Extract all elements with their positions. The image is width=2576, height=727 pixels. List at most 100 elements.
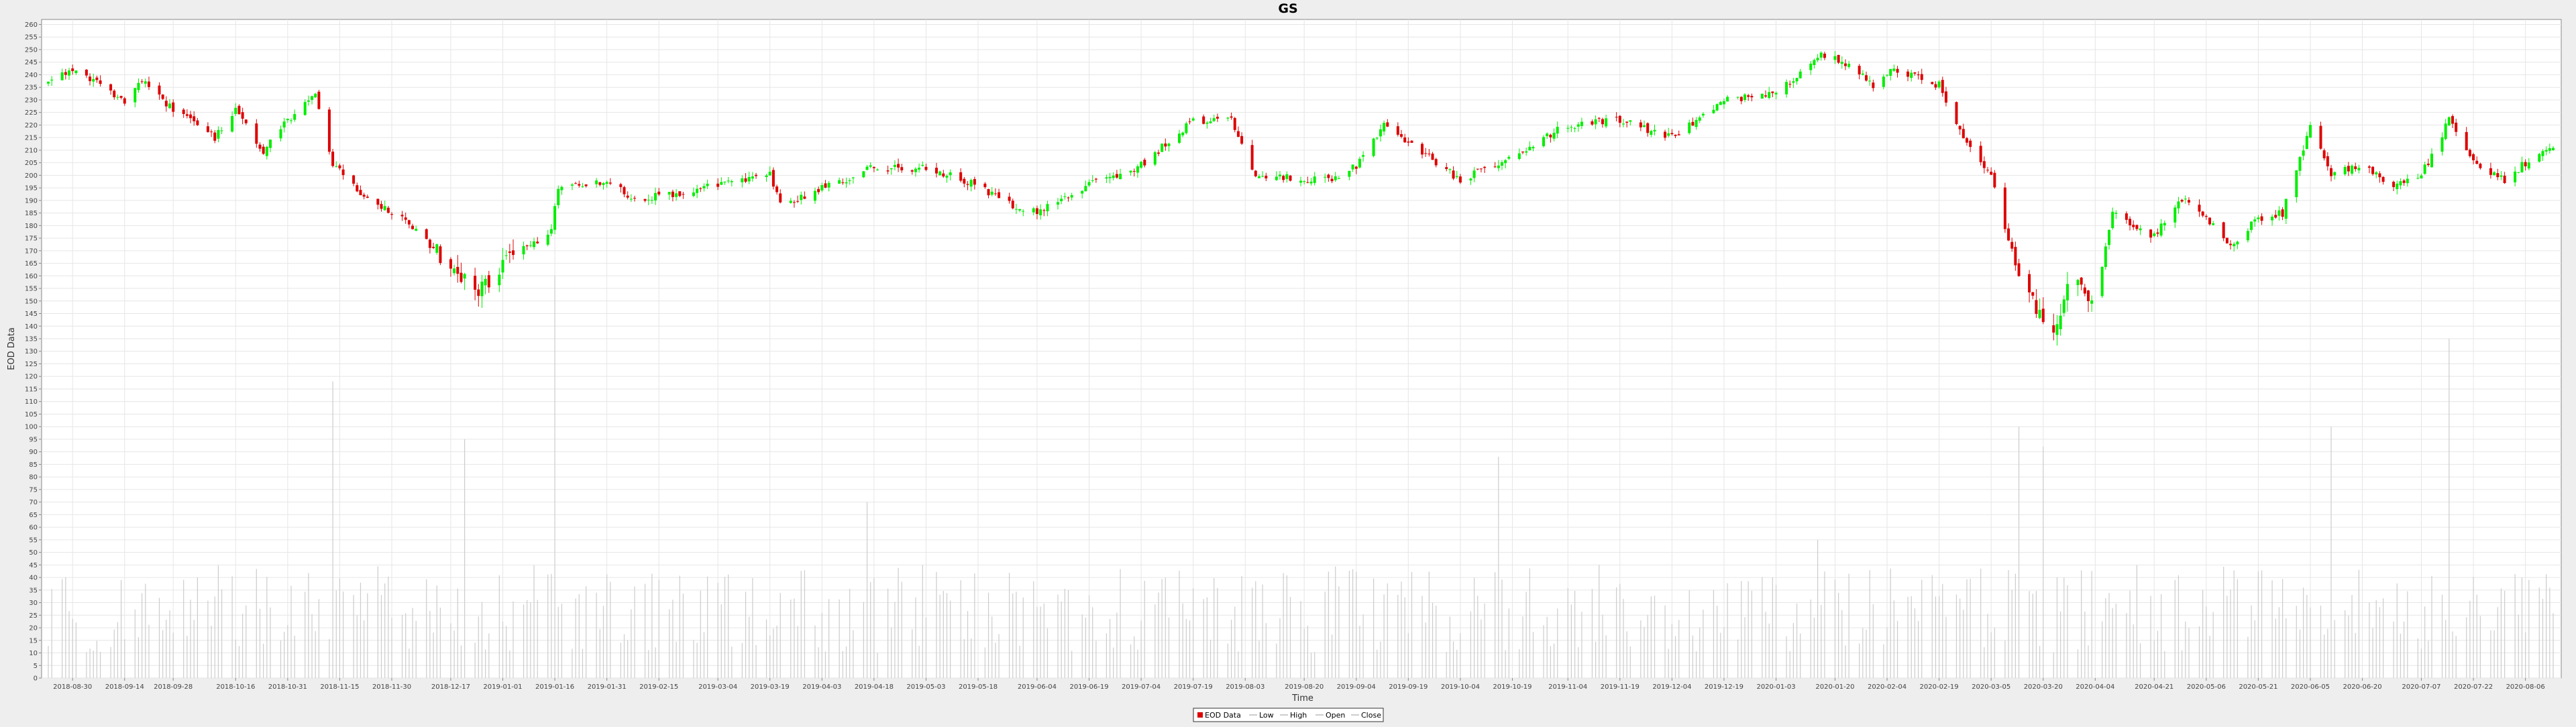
legend-label: High [1290, 711, 1307, 720]
candle-up [335, 166, 338, 168]
candle-up [845, 182, 848, 184]
y-tick-label: 225 [25, 109, 38, 117]
candle-up [1334, 176, 1337, 180]
candle-down [2222, 222, 2225, 239]
candle-down [1823, 53, 1826, 58]
candle-up [1743, 94, 1746, 101]
candle-up [2277, 210, 2281, 216]
candle-down [1549, 134, 1552, 137]
candle-down [1399, 133, 1403, 137]
candle-up [1886, 74, 1889, 76]
candle-down [744, 178, 747, 182]
candle-up [311, 96, 314, 100]
candle-down [626, 195, 629, 198]
candle-down [1483, 166, 1487, 168]
candle-up [1185, 123, 1188, 133]
candle-up [595, 180, 598, 184]
candle-up [969, 180, 973, 187]
x-tick-label: 2020-03-20 [2024, 683, 2063, 691]
candle-up [1653, 129, 1656, 131]
candle-down [331, 152, 335, 166]
candle-up [1736, 97, 1739, 98]
candle-up [1119, 174, 1122, 180]
candle-up [921, 164, 924, 166]
candle-up [1712, 109, 1715, 113]
candle-up [2153, 233, 2156, 236]
candle-down [900, 167, 904, 171]
candle-up [2295, 170, 2298, 197]
candle-up [265, 146, 268, 156]
y-tick-label: 120 [25, 374, 38, 381]
candle-down [771, 170, 775, 187]
candle-down [85, 69, 88, 76]
x-tick-label: 2019-07-04 [1122, 683, 1161, 691]
candle-down [796, 201, 800, 202]
candle-up [1528, 146, 1532, 151]
candle-up [2548, 148, 2551, 151]
candle-down [2035, 300, 2038, 315]
candle-up [1014, 209, 1018, 210]
candle-up [1191, 118, 1195, 121]
candle-down [2180, 200, 2184, 202]
candle-up [2440, 137, 2444, 152]
candle-up [675, 193, 678, 197]
candle-up [1573, 128, 1576, 129]
candle-down [2135, 225, 2139, 229]
candle-down [1788, 84, 1792, 85]
candle-up [1594, 119, 1597, 125]
candle-up [1507, 156, 1511, 159]
x-tick-label: 2019-03-19 [751, 683, 790, 691]
candle-down [2479, 164, 2482, 168]
candle-up [314, 93, 317, 98]
candle-down [1216, 117, 1219, 119]
candle-up [1303, 181, 1306, 182]
candle-up [1819, 52, 1823, 58]
candle-up [827, 182, 830, 188]
x-tick-label: 2019-01-01 [483, 683, 522, 691]
candle-down [352, 175, 356, 184]
y-tick-label: 130 [25, 348, 38, 355]
y-tick-label: 260 [25, 21, 38, 29]
candle-up [869, 165, 872, 167]
candle-up [605, 182, 608, 184]
candle-down [327, 109, 331, 152]
candle-down [2465, 131, 2468, 151]
candle-down [1164, 143, 1167, 147]
y-tick-label: 205 [25, 160, 38, 167]
candle-up [1726, 97, 1729, 102]
candle-up [1209, 121, 1212, 123]
candle-down [779, 193, 782, 203]
candle-up [848, 180, 851, 181]
y-tick-label: 145 [25, 311, 38, 318]
candle-down [1306, 182, 1309, 183]
candle-up [1039, 209, 1042, 216]
candle-down [376, 199, 380, 205]
candle-down [1941, 80, 1944, 93]
y-tick-label: 85 [29, 461, 38, 469]
candle-up [2090, 300, 2094, 304]
candle-down [536, 241, 539, 243]
candle-up [696, 188, 699, 193]
candle-down [1476, 168, 1479, 170]
candle-down [2028, 274, 2031, 292]
candle-down [623, 187, 626, 194]
candle-down [1750, 96, 1754, 98]
candle-up [1018, 209, 1022, 211]
candle-up [720, 182, 723, 185]
candle-down [1042, 210, 1046, 211]
legend-label: Low [1259, 711, 1274, 720]
candle-down [1132, 171, 1136, 172]
candle-down [140, 81, 144, 82]
x-tick-label: 2019-05-03 [906, 683, 945, 691]
candle-up [1861, 73, 1864, 75]
candle-up [1022, 211, 1025, 212]
candle-down [699, 188, 702, 189]
y-tick-label: 230 [25, 97, 38, 104]
y-tick-label: 125 [25, 361, 38, 368]
y-tick-label: 65 [29, 512, 38, 519]
candle-up [1046, 204, 1049, 212]
candle-up [800, 194, 803, 201]
candle-down [792, 202, 796, 203]
candle-up [1937, 81, 1941, 88]
